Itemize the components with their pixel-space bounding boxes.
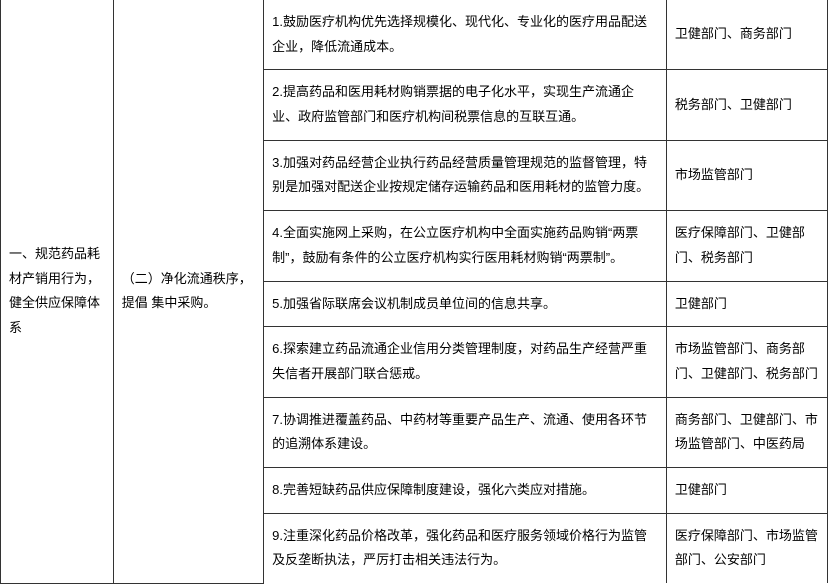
task-cell: 5.加强省际联席会议机制成员单位间的信息共享。 (264, 281, 667, 327)
task-cell: 6.探索建立药品流通企业信用分类管理制度，对药品生产经营严重失信者开展部门联合惩… (264, 327, 667, 397)
dept-cell: 卫健部门 (666, 467, 827, 513)
task-cell: 2.提高药品和医用耗材购销票据的电子化水平，实现生产流通企业、政府监管部门和医疗… (264, 70, 667, 140)
table-row: 一、规范药品耗材产销用行为，健全供应保障体系 （二）净化流通秩序，提倡 集中采购… (1, 0, 828, 70)
task-cell: 9.注重深化药品价格改革，强化药品和医疗服务领域价格行为监管及反垄断执法，严厉打… (264, 513, 667, 583)
task-cell: 7.协调推进覆盖药品、中药材等重要产品生产、流通、使用各环节的追溯体系建设。 (264, 397, 667, 467)
dept-cell: 医疗保障部门、市场监管部门、公安部门 (666, 513, 827, 583)
task-cell: 3.加强对药品经营企业执行药品经营质量管理规范的监督管理，特别是加强对配送企业按… (264, 140, 667, 210)
dept-cell: 税务部门、卫健部门 (666, 70, 827, 140)
dept-cell: 市场监管部门、商务部门、卫健部门、税务部门 (666, 327, 827, 397)
section-subheading-cell: （二）净化流通秩序，提倡 集中采购。 (113, 0, 263, 583)
dept-cell: 卫健部门 (666, 281, 827, 327)
dept-cell: 卫健部门、商务部门 (666, 0, 827, 70)
section-heading-cell: 一、规范药品耗材产销用行为，健全供应保障体系 (1, 0, 114, 583)
task-cell: 1.鼓励医疗机构优先选择规模化、现代化、专业化的医疗用品配送企业，降低流通成本。 (264, 0, 667, 70)
dept-cell: 医疗保障部门、卫健部门、税务部门 (666, 211, 827, 281)
policy-table: 一、规范药品耗材产销用行为，健全供应保障体系 （二）净化流通秩序，提倡 集中采购… (0, 0, 828, 584)
dept-cell: 市场监管部门 (666, 140, 827, 210)
task-cell: 8.完善短缺药品供应保障制度建设，强化六类应对措施。 (264, 467, 667, 513)
dept-cell: 商务部门、卫健部门、市场监管部门、中医药局 (666, 397, 827, 467)
task-cell: 4.全面实施网上采购，在公立医疗机构中全面实施药品购销“两票制”，鼓励有条件的公… (264, 211, 667, 281)
